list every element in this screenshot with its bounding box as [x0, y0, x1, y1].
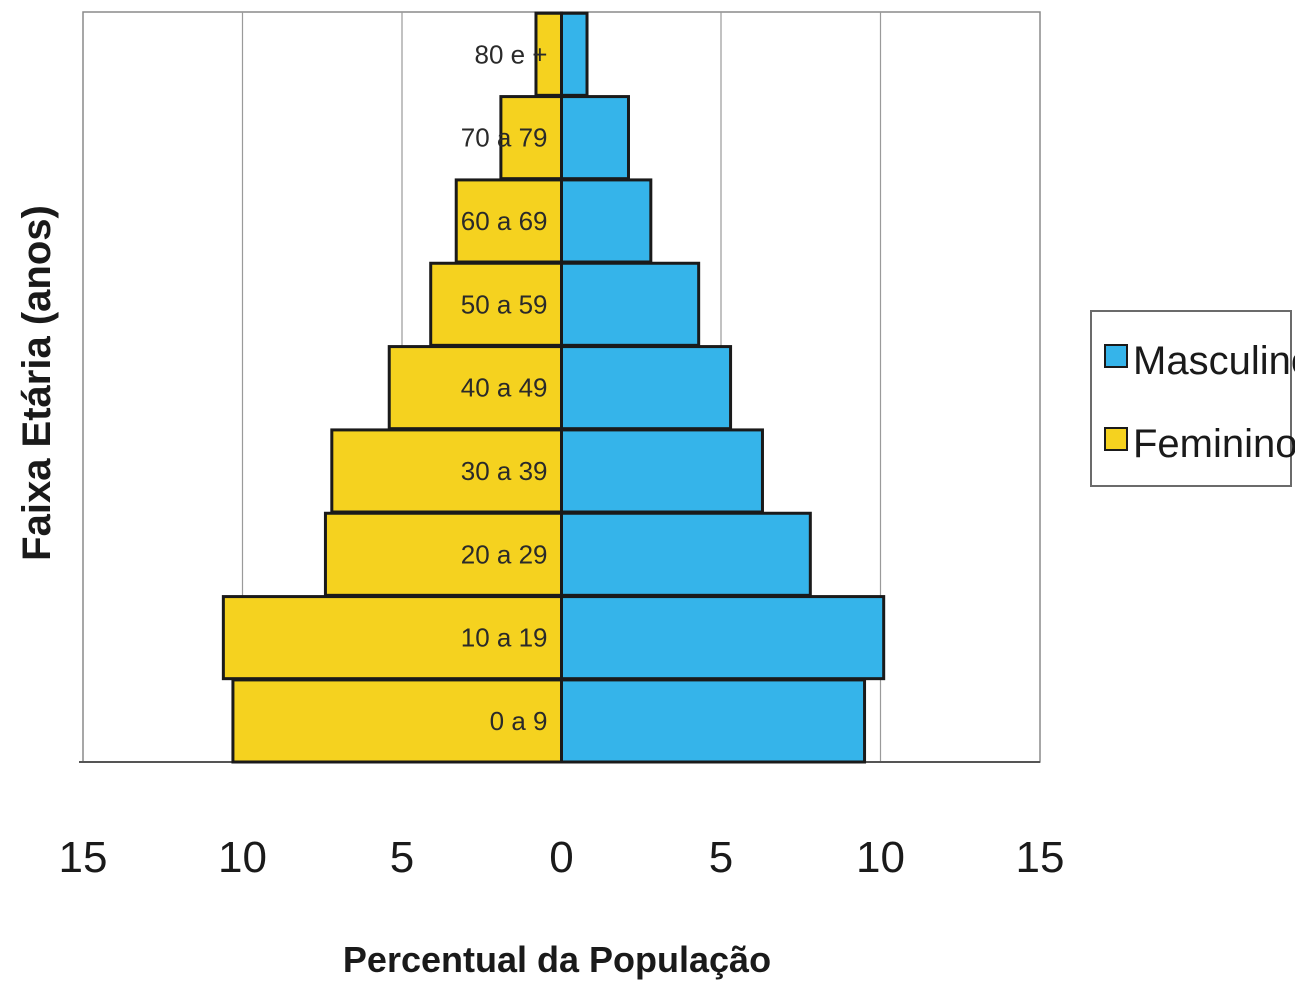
- bar-masculino-0: [560, 678, 867, 764]
- legend-label-feminino: Feminino: [1133, 422, 1295, 466]
- bar-masculino-2: [560, 511, 812, 597]
- category-label-2: 20 a 29: [461, 539, 548, 569]
- category-labels: 0 a 9 10 a 19 20 a 29 30 a 39 40 a 49 50 a 59…: [461, 39, 548, 736]
- legend-label-masculino: Masculino: [1133, 339, 1295, 383]
- legend: Masculino Feminino: [1090, 310, 1295, 487]
- x-axis-tick-labels: 15 10 5 0 5 10 15: [59, 833, 1065, 882]
- category-label-3: 30 a 39: [461, 456, 548, 486]
- bar-masculino-1: [560, 595, 886, 681]
- bar-masculino-6: [560, 178, 653, 264]
- bar-masculino-5: [560, 261, 701, 347]
- x-tick-label: 10: [218, 833, 267, 882]
- x-tick-label: 0: [549, 833, 573, 882]
- legend-box: [1090, 310, 1292, 487]
- category-label-0: 0 a 9: [490, 706, 548, 736]
- x-tick-label: 15: [59, 833, 108, 882]
- x-tick-label: 10: [856, 833, 905, 882]
- category-label-4: 40 a 49: [461, 373, 548, 403]
- x-tick-label: 5: [390, 833, 414, 882]
- x-tick-label: 15: [1016, 833, 1065, 882]
- legend-swatch-feminino: [1104, 427, 1128, 451]
- x-axis-title: Percentual da População: [343, 939, 771, 980]
- bar-masculino-8: [560, 11, 589, 97]
- bar-feminino-4: [387, 345, 563, 431]
- y-axis-title: Faixa Etária (anos): [15, 205, 59, 561]
- bar-masculino-7: [560, 95, 630, 181]
- category-label-6: 60 a 69: [461, 206, 548, 236]
- bars: [221, 11, 886, 764]
- bar-masculino-4: [560, 345, 733, 431]
- category-label-1: 10 a 19: [461, 623, 548, 653]
- bar-feminino-6: [454, 178, 564, 264]
- category-label-5: 50 a 59: [461, 289, 548, 319]
- x-tick-label: 5: [709, 833, 733, 882]
- bar-masculino-3: [560, 428, 764, 514]
- category-label-7: 70 a 79: [461, 123, 548, 153]
- category-label-8: 80 e +: [474, 39, 547, 69]
- bar-feminino-2: [323, 511, 563, 597]
- bar-feminino-3: [330, 428, 563, 514]
- legend-swatch-masculino: [1104, 344, 1128, 368]
